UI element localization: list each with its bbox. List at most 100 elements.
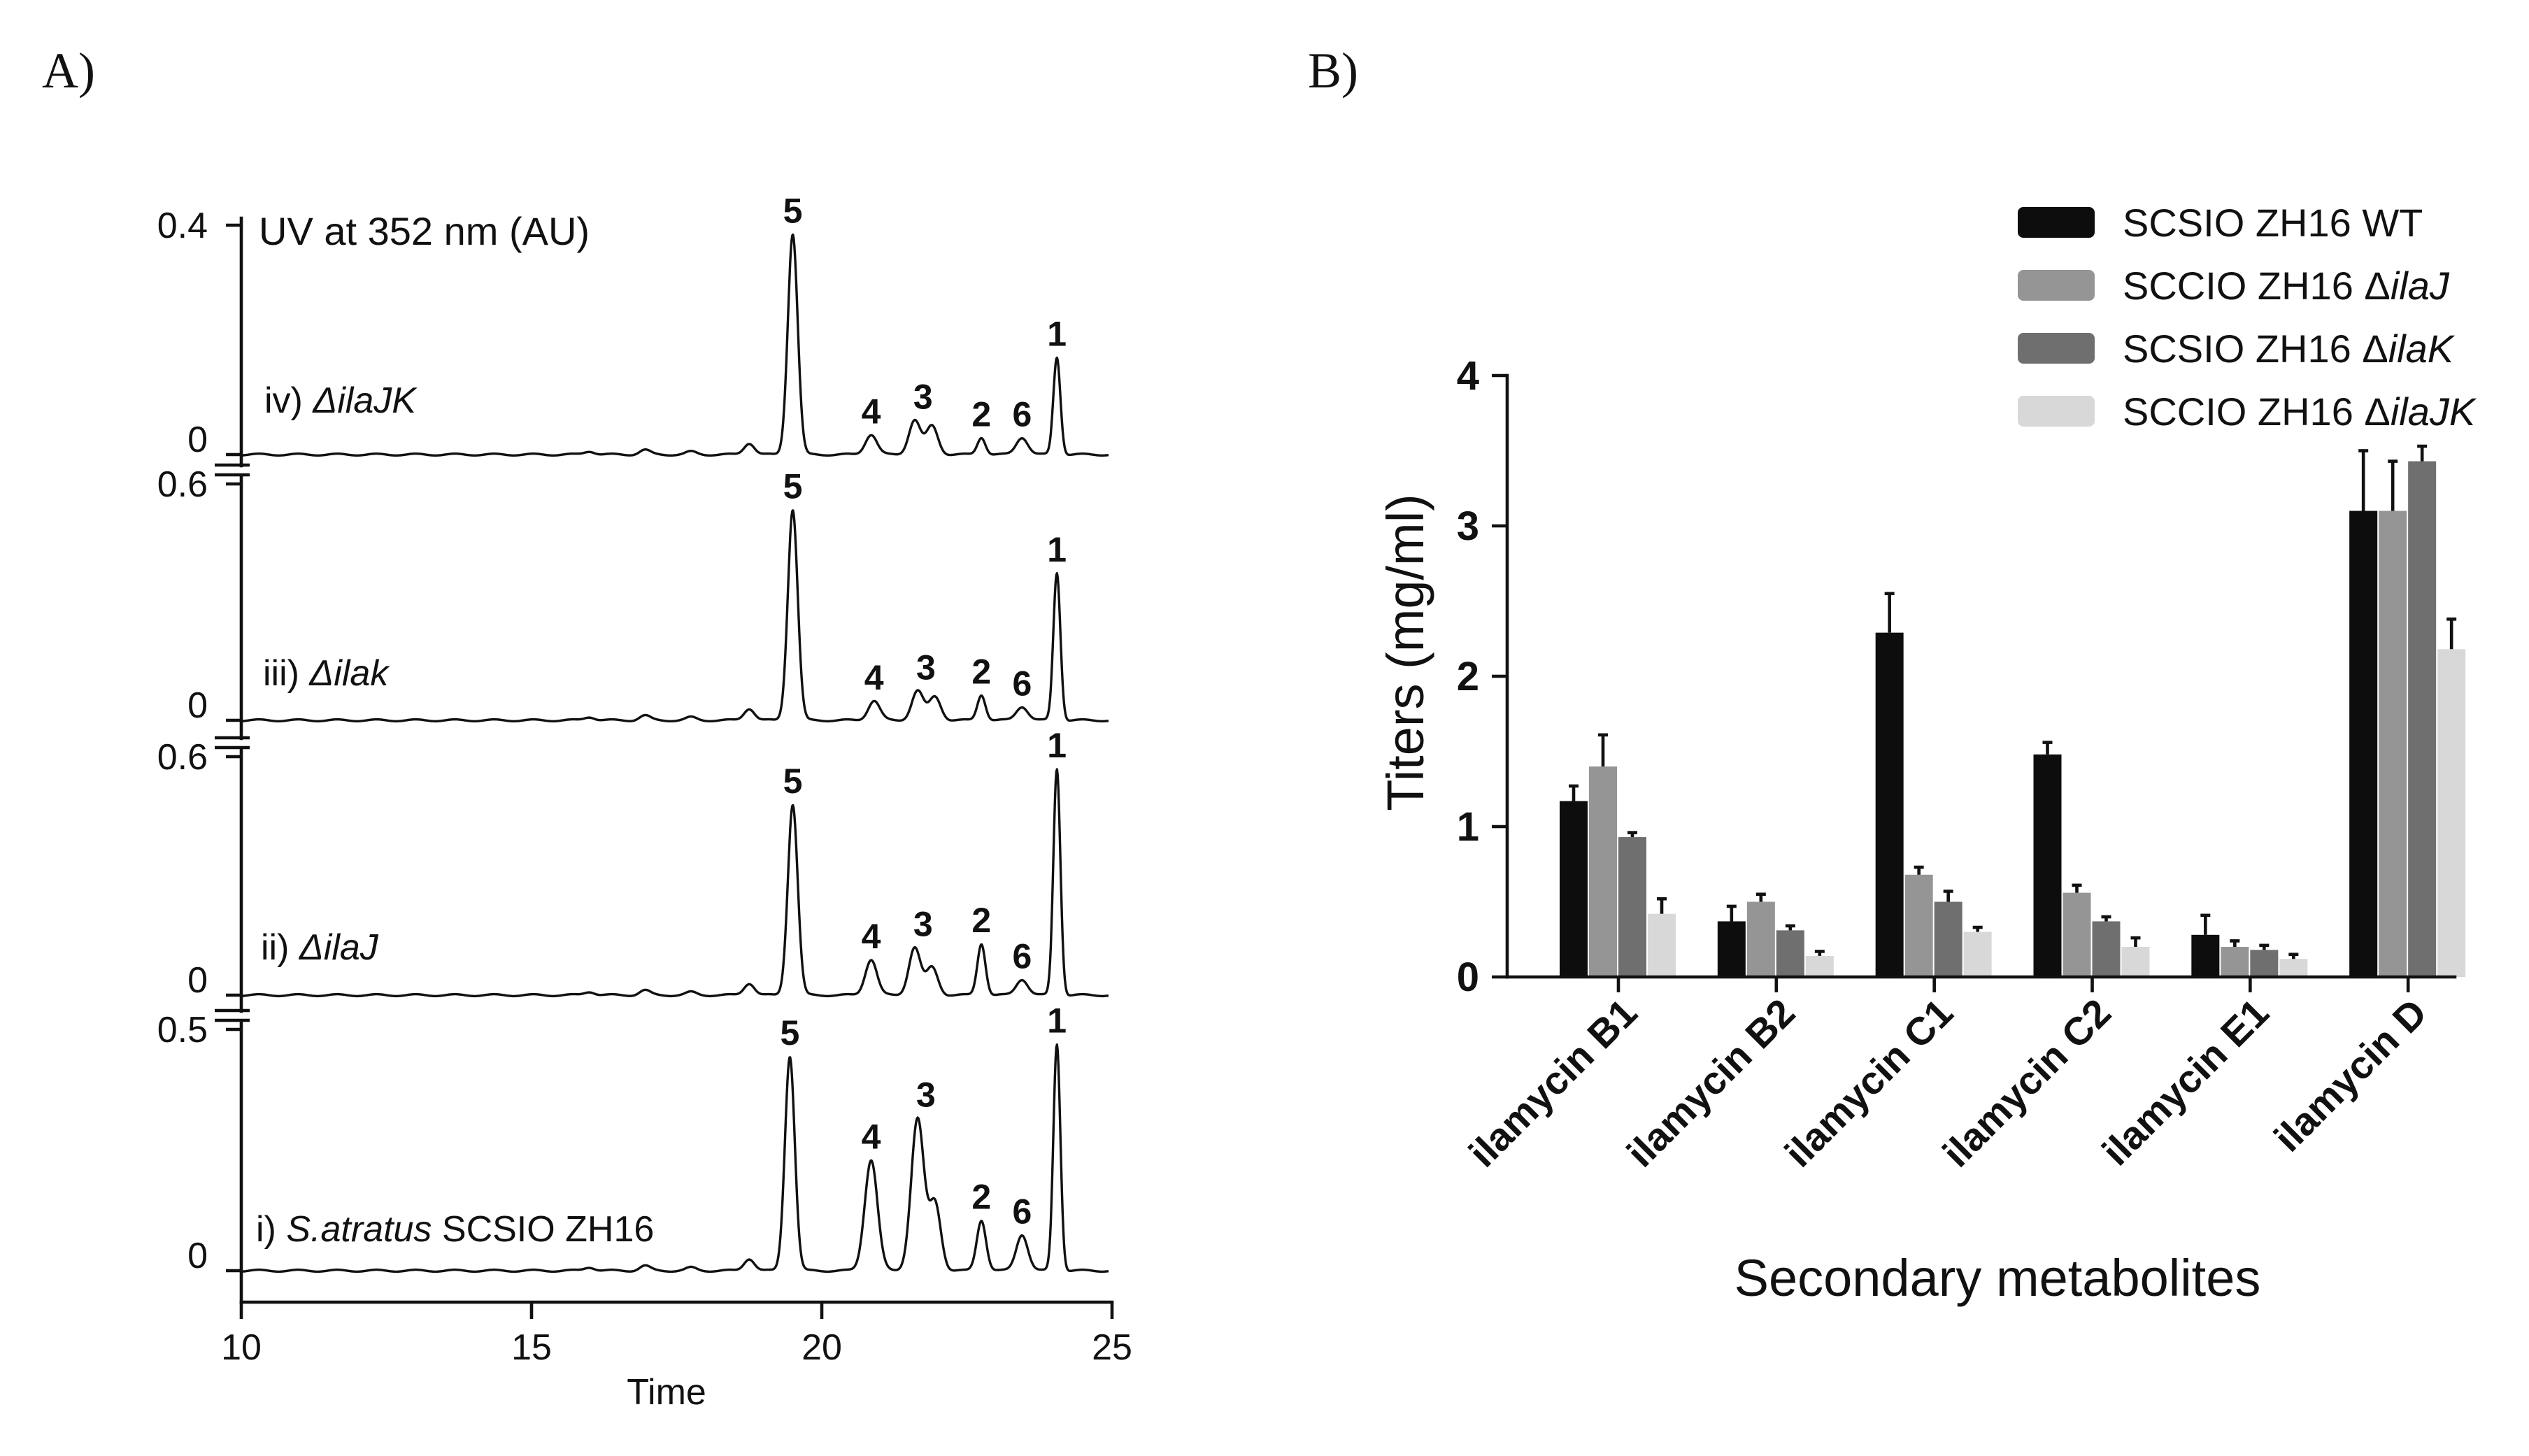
legend-swatch: [2018, 396, 2095, 427]
legend-label-italic: ilaJK: [2391, 390, 2477, 434]
legend-label: SCSIO ZH16 WT: [2123, 201, 2423, 245]
chromatogram-y-tick-label-top: 0.6: [157, 464, 208, 505]
chromatogram-x-tick-label: 25: [1092, 1327, 1132, 1368]
bar: [1805, 955, 1834, 977]
legend-label-prefix: SCCIO ZH16 Δ: [2123, 264, 2391, 308]
peak-label: 4: [864, 658, 884, 697]
bar-x-axis-label: Secondary metabolites: [1734, 1249, 2261, 1307]
legend-label-prefix: SCSIO ZH16: [2123, 201, 2362, 245]
legend-swatch: [2018, 207, 2095, 238]
legend-label: SCSIO ZH16 ΔilaK: [2123, 327, 2456, 371]
trace-label-prefix: i): [256, 1209, 286, 1250]
legend-label-italic: ilaJ: [2391, 264, 2450, 308]
trace-label-prefix: iii): [263, 653, 309, 694]
legend-label-italic: ilaK: [2388, 327, 2456, 371]
legend-label: SCCIO ZH16 ΔilaJ: [2123, 264, 2450, 308]
bar: [2379, 511, 2407, 977]
bar: [1618, 837, 1646, 977]
peak-label: 2: [971, 901, 991, 940]
trace-label-prefix: iv): [264, 380, 313, 421]
bar: [1648, 913, 1676, 977]
chromatogram-x-axis-label: Time: [627, 1372, 706, 1413]
trace-label-ii: ii) ΔilaJ: [261, 927, 379, 968]
trace-label-i: i) S.atratus SCSIO ZH16: [256, 1209, 654, 1250]
peak-label: 6: [1012, 394, 1032, 434]
bar: [1904, 874, 1933, 977]
peak-label: 3: [916, 648, 936, 687]
bar: [2033, 754, 2062, 977]
peak-label: 3: [913, 377, 933, 416]
bar-category-label: ilamycin C1: [1776, 990, 1962, 1176]
peak-label: 1: [1047, 530, 1067, 569]
chromatogram-y-tick-label-top: 0.4: [157, 206, 208, 246]
panel-a-label: A): [42, 43, 95, 99]
trace-label-italic: ΔilaJ: [298, 927, 379, 968]
bar-y-tick-label: 4: [1457, 353, 1479, 399]
bar-y-axis-label: Titers (mg/ml): [1376, 494, 1434, 811]
bar: [2221, 947, 2249, 977]
chromatogram-x-tick-label: 15: [511, 1327, 552, 1368]
peak-label: 3: [913, 904, 933, 943]
peak-label: 6: [1012, 664, 1032, 703]
bar: [2250, 950, 2279, 977]
chromatogram-frame: 10 15 20 250.50i) S.atratus SCSIO ZH160.60i…: [157, 206, 1132, 1368]
chromatogram-trace-ii: [241, 768, 1109, 998]
trace-label-italic: S.atratus: [286, 1209, 432, 1250]
peak-label: 6: [1012, 1192, 1032, 1231]
peak-label: 5: [780, 1013, 799, 1052]
bar: [1776, 930, 1804, 977]
peak-label: 4: [862, 1117, 881, 1156]
legend-swatch: [2018, 270, 2095, 301]
legend-label-prefix: SCCIO ZH16 Δ: [2123, 390, 2391, 434]
peak-label: 2: [971, 394, 991, 434]
legend-label-prefix: SCSIO ZH16 Δ: [2123, 327, 2388, 371]
trace-label-iii: iii) Δilak: [263, 653, 390, 694]
chromatogram-x-tick-label: 10: [221, 1327, 262, 1368]
bar: [2437, 649, 2466, 977]
bar: [2191, 934, 2220, 977]
bar: [2279, 959, 2308, 977]
trace-label-italic: ΔilaJK: [311, 380, 418, 421]
peak-label: 5: [783, 762, 803, 801]
chromatogram-y-tick-label-zero: 0: [187, 685, 208, 726]
bar: [1875, 632, 1904, 977]
chromatogram-y-tick-label-zero: 0: [187, 420, 208, 460]
peak-label: 2: [971, 652, 991, 691]
panel-b-label: B): [1308, 43, 1358, 99]
chromatogram-y-tick-label-zero: 0: [187, 960, 208, 1001]
peak-label: 1: [1047, 1001, 1067, 1041]
chromatogram-y-tick-label-zero: 0: [187, 1236, 208, 1276]
chromatogram-title: UV at 352 nm (AU): [259, 209, 590, 253]
peak-label: 4: [862, 392, 881, 431]
bar-category-label: ilamycin D: [2265, 990, 2435, 1160]
chromatogram-trace-iii: [241, 509, 1109, 723]
peak-label: 1: [1047, 726, 1067, 765]
chromatogram-y-tick-label-top: 0.6: [157, 737, 208, 778]
bar: [1746, 901, 1775, 977]
bar-category-label: ilamycin E1: [2093, 990, 2277, 1173]
chromatogram-x-tick-label: 20: [802, 1327, 842, 1368]
peak-label: 4: [862, 917, 881, 956]
bar: [2063, 892, 2091, 977]
bar-category-label: ilamycin B1: [1460, 990, 1646, 1176]
chromatogram-trace-i: [241, 1043, 1109, 1273]
bar: [1934, 901, 1962, 977]
legend-label: SCCIO ZH16 ΔilaJK: [2123, 390, 2477, 434]
bar-y-tick-label: 2: [1457, 654, 1479, 699]
bar: [2092, 921, 2121, 977]
bar: [2408, 461, 2437, 977]
bar-marks: [1560, 444, 2466, 977]
peak-label: 2: [971, 1178, 991, 1217]
peak-label: 1: [1047, 315, 1067, 354]
trace-label-prefix: ii): [261, 927, 299, 968]
bar-category-label: ilamycin C2: [1934, 990, 2119, 1176]
peak-label: 6: [1012, 936, 1032, 976]
chromatogram-trace-iv: [241, 233, 1109, 457]
peak-label: 3: [916, 1076, 936, 1115]
peak-label: 5: [783, 191, 803, 230]
